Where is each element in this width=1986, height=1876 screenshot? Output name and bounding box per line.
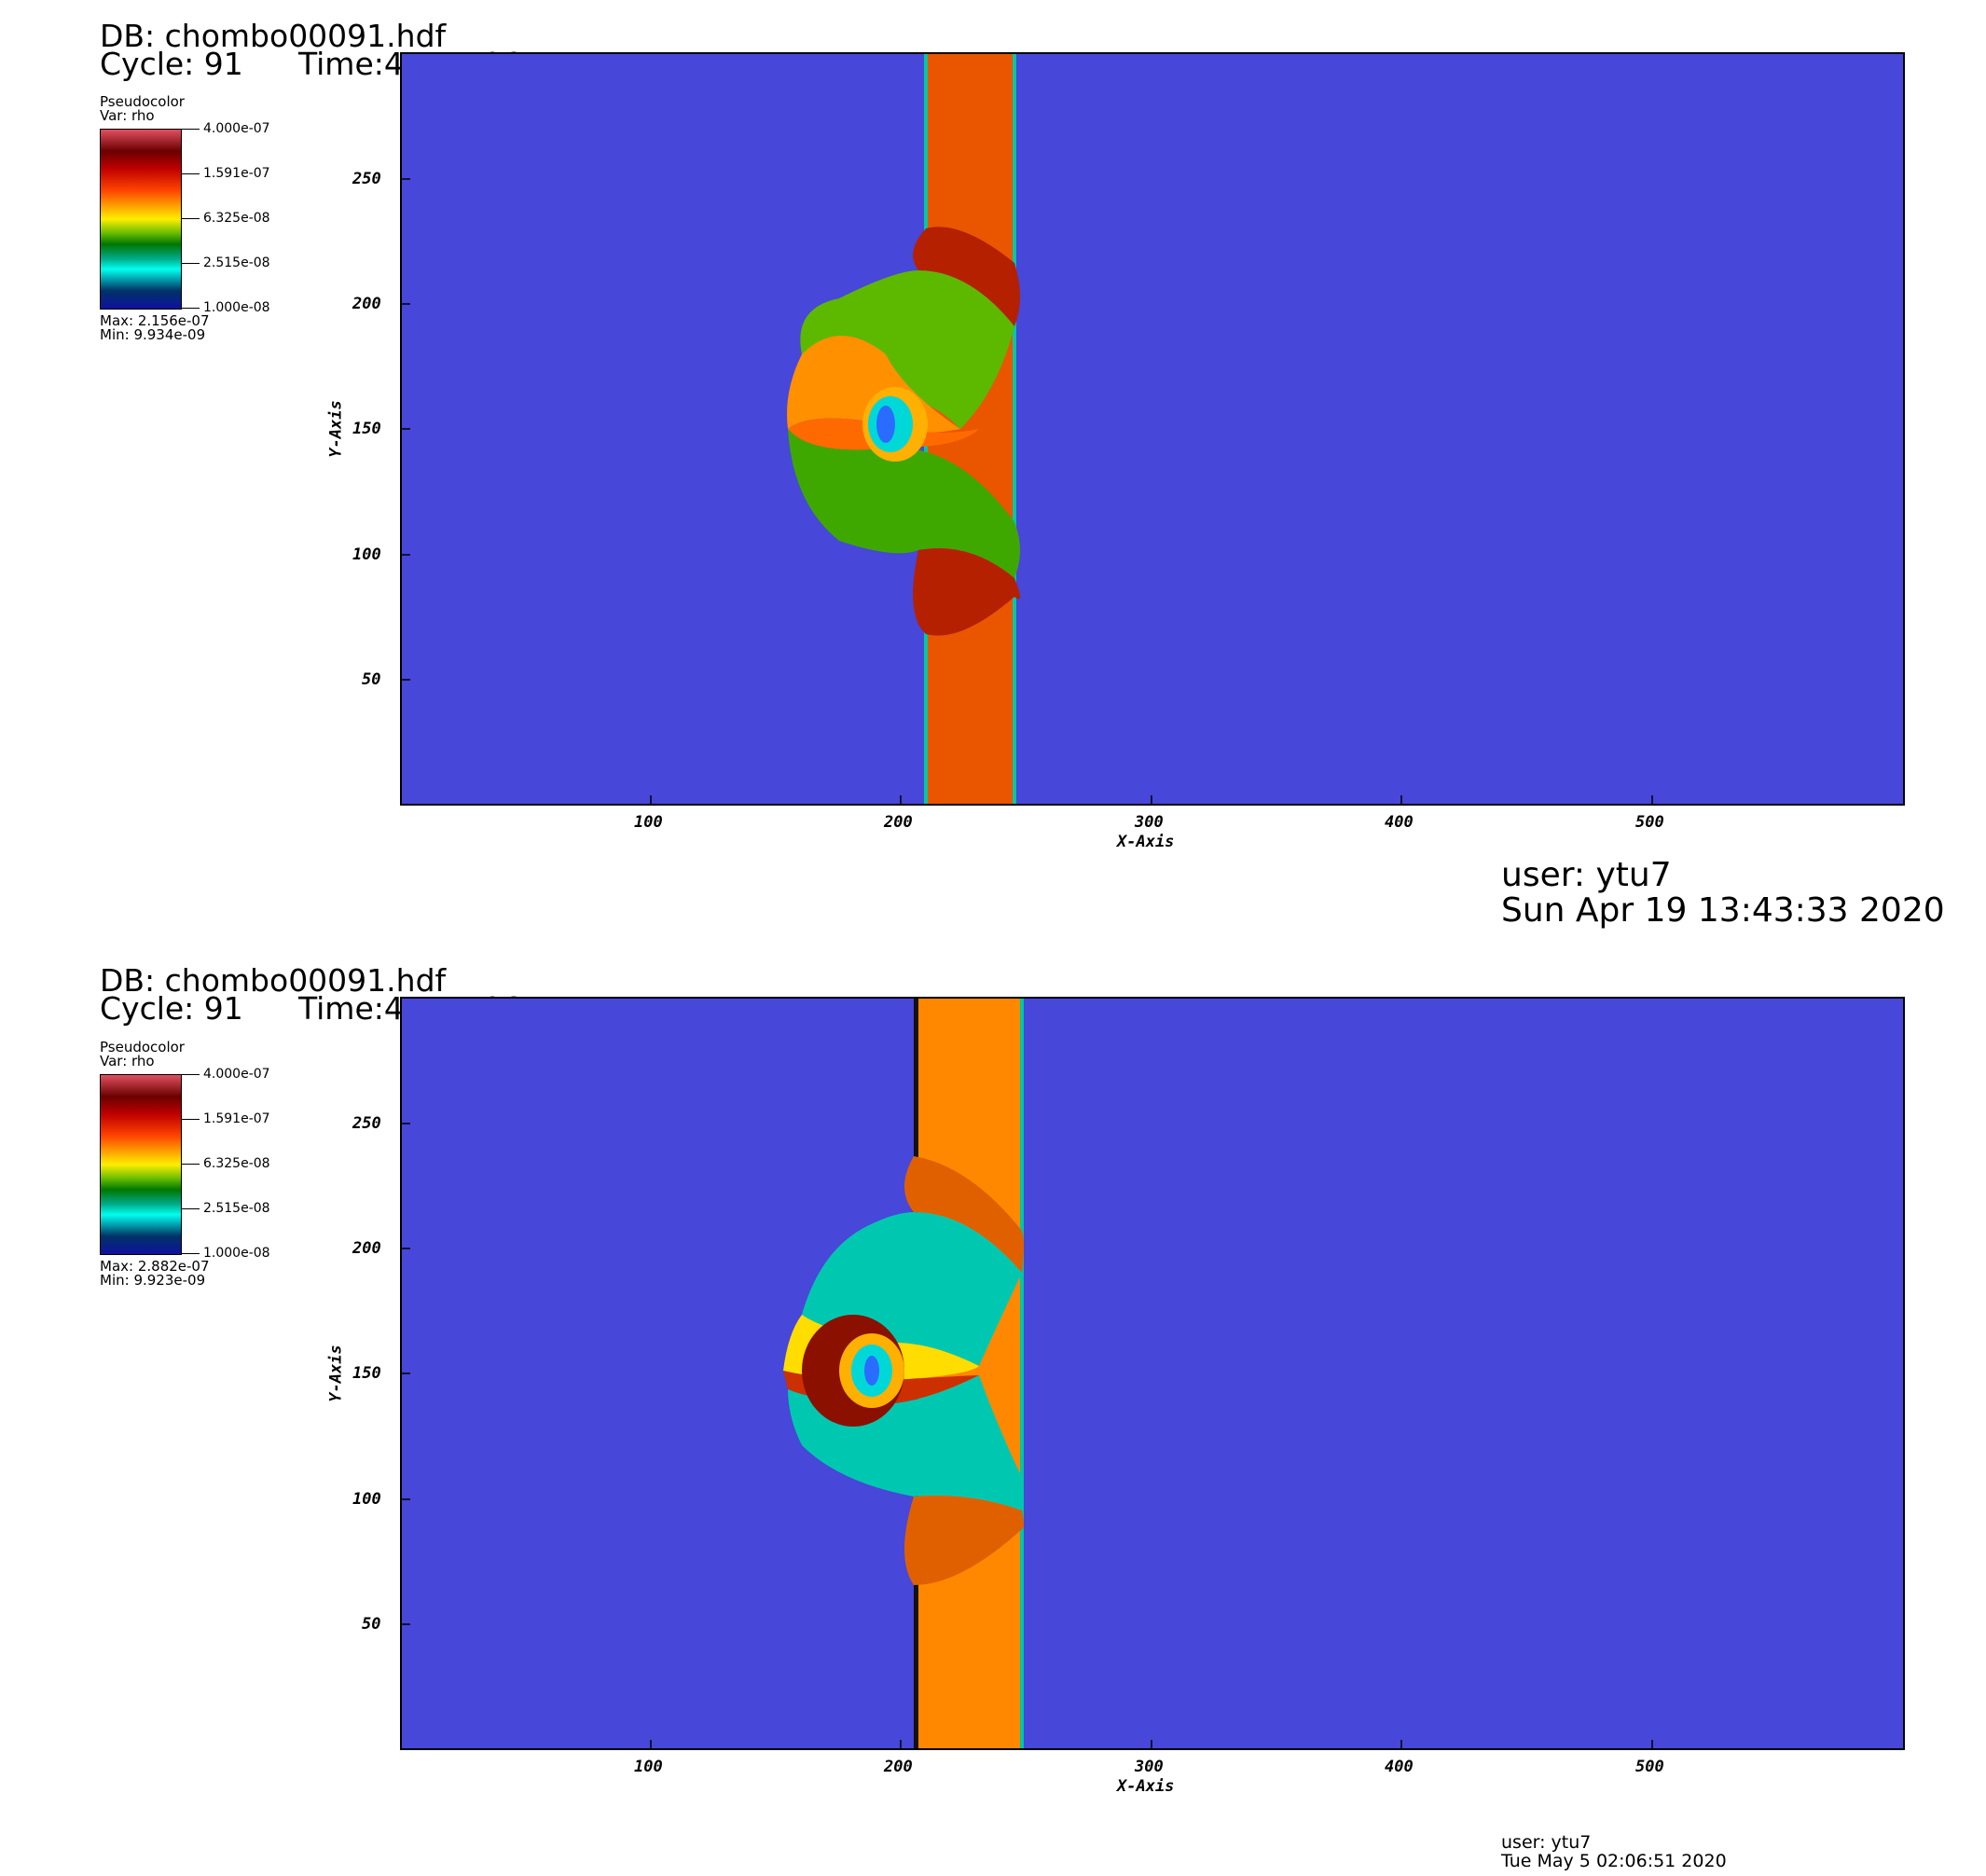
colorbar-tick-label: 1.591e-07 <box>203 166 270 181</box>
y-tick-label: 200 <box>352 295 381 313</box>
lower-lobe <box>904 1496 1024 1585</box>
x-tick-label: 400 <box>1385 1758 1414 1776</box>
colorbar-tick-label: 2.515e-08 <box>203 1201 270 1216</box>
y-tick-label: 200 <box>352 1239 381 1258</box>
colorbar-tick-label: 1.591e-07 <box>203 1111 270 1126</box>
background-field <box>401 53 1904 805</box>
colorbar-tick-mark <box>181 1253 200 1254</box>
upper-wing <box>800 270 1014 429</box>
colorbar-tick-mark <box>181 263 200 264</box>
plot-area <box>400 997 1905 1750</box>
upper-lobe <box>913 227 1020 326</box>
y-axis-title: Y-Axis <box>326 1345 346 1402</box>
y-tick-label: 50 <box>362 1615 381 1634</box>
colorbar <box>100 129 182 310</box>
x-tick-label: 500 <box>1635 813 1664 832</box>
lower-lobe <box>913 548 1020 636</box>
vortex-center <box>864 1356 879 1386</box>
legend-max: Max: 2.156e-07 <box>100 312 210 329</box>
x-tick-label: 400 <box>1385 813 1414 832</box>
y-tick-label: 250 <box>352 1114 381 1133</box>
user-label: user: ytu7 <box>1501 856 1672 894</box>
x-axis-title: X-Axis <box>1117 1777 1175 1796</box>
date-label: Sun Apr 19 13:43:33 2020 <box>1501 891 1945 930</box>
cycle-label: Cycle: 91 <box>100 990 243 1027</box>
y-tick-label: 150 <box>352 420 381 438</box>
colorbar-tick-label: 6.325e-08 <box>203 1156 270 1171</box>
y-tick-label: 250 <box>352 170 381 188</box>
colorbar-tick-label: 6.325e-08 <box>203 211 270 226</box>
x-axis-title: X-Axis <box>1117 833 1175 851</box>
legend-min: Min: 9.934e-09 <box>100 326 206 343</box>
background-field <box>401 998 1904 1749</box>
y-ticks <box>401 178 410 681</box>
colorbar-tick-label: 2.515e-08 <box>203 255 270 270</box>
legend-plot-type: Pseudocolor <box>100 1039 185 1055</box>
db-label: DB: chombo00091.hdf <box>100 962 447 999</box>
legend-var: Var: rho <box>100 107 155 124</box>
y-tick-label: 100 <box>352 1490 381 1509</box>
colorbar-tick-label: 1.000e-08 <box>203 300 270 315</box>
lower-wing <box>788 429 1020 578</box>
colorbar-tick-mark <box>181 173 200 174</box>
date-label: Tue May 5 02:06:51 2020 <box>1501 1851 1727 1871</box>
x-tick-label: 200 <box>884 1758 913 1776</box>
x-tick-label: 300 <box>1135 813 1164 832</box>
slab-edge-right <box>1013 53 1016 805</box>
y-tick-label: 100 <box>352 545 381 564</box>
slab-edge-right <box>1020 998 1024 1749</box>
colorbar-tick-mark <box>181 1208 200 1209</box>
x-tick-label: 100 <box>634 813 663 832</box>
y-tick-label: 50 <box>362 670 381 689</box>
y-tick-label: 150 <box>352 1364 381 1383</box>
y-ticks <box>401 1123 410 1625</box>
x-tick-label: 200 <box>884 813 913 832</box>
x-tick-label: 100 <box>634 1758 663 1776</box>
x-tick-label: 500 <box>1635 1758 1664 1776</box>
colorbar-tick-mark <box>181 218 200 219</box>
colorbar-tick-mark <box>181 1074 200 1075</box>
colorbar-tick-mark <box>181 1119 200 1120</box>
colorbar <box>100 1074 182 1255</box>
y-axis-title: Y-Axis <box>326 400 346 458</box>
x-ticks <box>650 1740 1653 1749</box>
legend-min: Min: 9.923e-09 <box>100 1272 206 1289</box>
colorbar-tick-label: 4.000e-07 <box>203 1067 270 1082</box>
legend-max: Max: 2.882e-07 <box>100 1258 210 1275</box>
colorbar-tick-mark <box>181 308 200 309</box>
cycle-label: Cycle: 91 <box>100 46 243 82</box>
colorbar-tick-mark <box>181 129 200 130</box>
colorbar-tick-label: 4.000e-07 <box>203 121 270 136</box>
x-tick-label: 300 <box>1135 1758 1164 1776</box>
legend-var: Var: rho <box>100 1053 155 1069</box>
x-ticks <box>650 795 1653 805</box>
plot-area <box>400 52 1905 806</box>
vortex-center <box>876 406 895 443</box>
colorbar-tick-label: 1.000e-08 <box>203 1246 270 1261</box>
db-label: DB: chombo00091.hdf <box>100 18 447 54</box>
user-label: user: ytu7 <box>1501 1832 1592 1853</box>
legend-plot-type: Pseudocolor <box>100 93 185 110</box>
upper-lobe <box>904 1156 1024 1273</box>
colorbar-tick-mark <box>181 1164 200 1165</box>
